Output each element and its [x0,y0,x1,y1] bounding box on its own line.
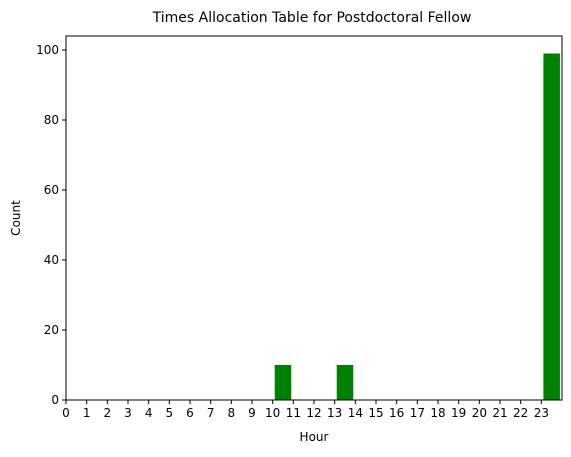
x-tick-label: 19 [451,406,466,420]
x-tick-label: 15 [368,406,383,420]
x-axis-ticks: 0 1 2 3 4 5 6 7 8 9 10 11 12 13 14 15 16 17 18 19 20 21 22 23 [62,400,549,420]
x-tick-label: 0 [62,406,70,420]
y-tick-label: 0 [51,393,59,407]
bar-hour-23 [543,53,560,400]
x-tick-label: 21 [492,406,507,420]
bar-hour-10 [274,365,292,400]
x-tick-label: 13 [327,406,342,420]
x-tick-label: 18 [430,406,445,420]
x-tick-label: 14 [348,406,363,420]
y-tick-label: 40 [44,253,59,267]
y-axis-label: Count [9,200,23,236]
y-axis-ticks: 0 20 40 60 80 100 [36,43,66,407]
x-tick-label: 9 [248,406,256,420]
y-tick-label: 20 [44,323,59,337]
x-tick-label: 10 [265,406,280,420]
y-tick-label: 100 [36,43,59,57]
x-tick-label: 12 [306,406,321,420]
x-tick-label: 16 [389,406,404,420]
x-tick-label: 5 [166,406,174,420]
x-tick-label: 8 [228,406,236,420]
x-tick-label: 3 [124,406,132,420]
x-tick-label: 17 [410,406,425,420]
y-tick-label: 60 [44,183,59,197]
plot-frame [65,35,563,401]
y-tick-label: 80 [44,113,59,127]
x-tick-label: 22 [513,406,528,420]
x-tick-label: 23 [534,406,549,420]
x-axis-label: Hour [300,430,329,444]
x-tick-label: 4 [145,406,153,420]
bars-group [274,53,560,400]
bar-hour-13 [336,365,354,400]
x-tick-label: 7 [207,406,215,420]
chart-title: Times Allocation Table for Postdoctoral … [152,10,472,26]
x-tick-label: 2 [104,406,112,420]
x-tick-label: 20 [472,406,487,420]
x-tick-label: 1 [83,406,91,420]
x-tick-label: 11 [286,406,301,420]
x-tick-label: 6 [186,406,194,420]
